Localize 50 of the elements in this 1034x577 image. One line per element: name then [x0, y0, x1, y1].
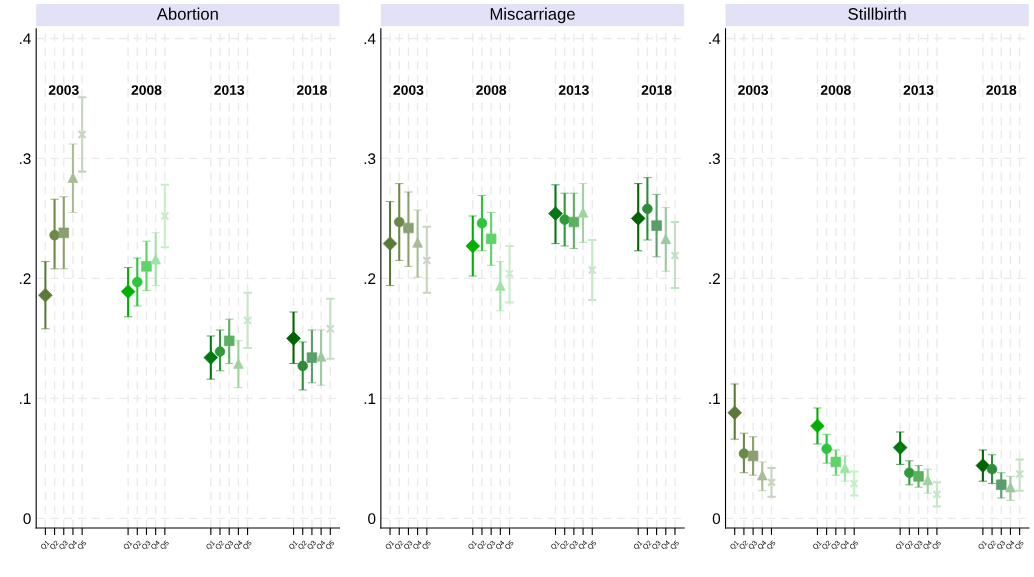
- chart-title: Abortion: [156, 7, 218, 20]
- y-tick-label: .2: [709, 273, 720, 284]
- point: [630, 211, 646, 226]
- point: [505, 269, 515, 279]
- y-tick-label: .4: [19, 33, 31, 44]
- y-tick-label: .3: [19, 153, 31, 165]
- y-tick-label: .1: [19, 393, 31, 404]
- annotation: 2018: [641, 85, 672, 95]
- point: [587, 265, 597, 275]
- chart-title: Miscarriage: [490, 7, 575, 24]
- point: [849, 479, 859, 489]
- point: [766, 477, 776, 487]
- annotation: 2013: [214, 85, 245, 95]
- point: [38, 287, 53, 303]
- point: [77, 129, 87, 139]
- point: [670, 251, 680, 261]
- y-tick-label: .4: [709, 33, 721, 44]
- chart-title: Stillbirth: [848, 7, 906, 20]
- annotation: 2013: [903, 85, 934, 95]
- y-tick-label: 0: [368, 513, 376, 525]
- point: [160, 211, 170, 221]
- y-tick-label: .1: [709, 393, 720, 404]
- y-tick-label: 0: [712, 513, 721, 525]
- annotation: 2008: [131, 85, 162, 95]
- y-tick-label: .2: [19, 273, 31, 284]
- annotation: 2003: [393, 85, 424, 95]
- point: [810, 418, 825, 434]
- annotation: 2008: [476, 85, 507, 95]
- point: [325, 324, 335, 334]
- y-tick-label: .3: [709, 153, 720, 165]
- point: [660, 233, 671, 245]
- annotation: 2003: [738, 85, 769, 95]
- point: [830, 456, 842, 468]
- annotation: 2018: [296, 85, 327, 95]
- point: [223, 335, 235, 346]
- y-tick-label: 0: [23, 513, 31, 525]
- y-tick-label: .4: [364, 33, 376, 44]
- annotation: 2008: [820, 85, 851, 95]
- point: [422, 255, 432, 265]
- y-tick-label: .2: [364, 273, 376, 284]
- y-tick-label: .1: [364, 393, 376, 404]
- annotation: 2018: [986, 85, 1017, 95]
- point: [747, 450, 759, 462]
- point: [932, 489, 942, 499]
- point: [465, 238, 480, 254]
- annotation: 2003: [48, 85, 79, 95]
- y-tick-label: .3: [364, 153, 376, 165]
- point: [1015, 469, 1025, 479]
- point: [243, 315, 253, 325]
- annotation: 2013: [558, 85, 589, 95]
